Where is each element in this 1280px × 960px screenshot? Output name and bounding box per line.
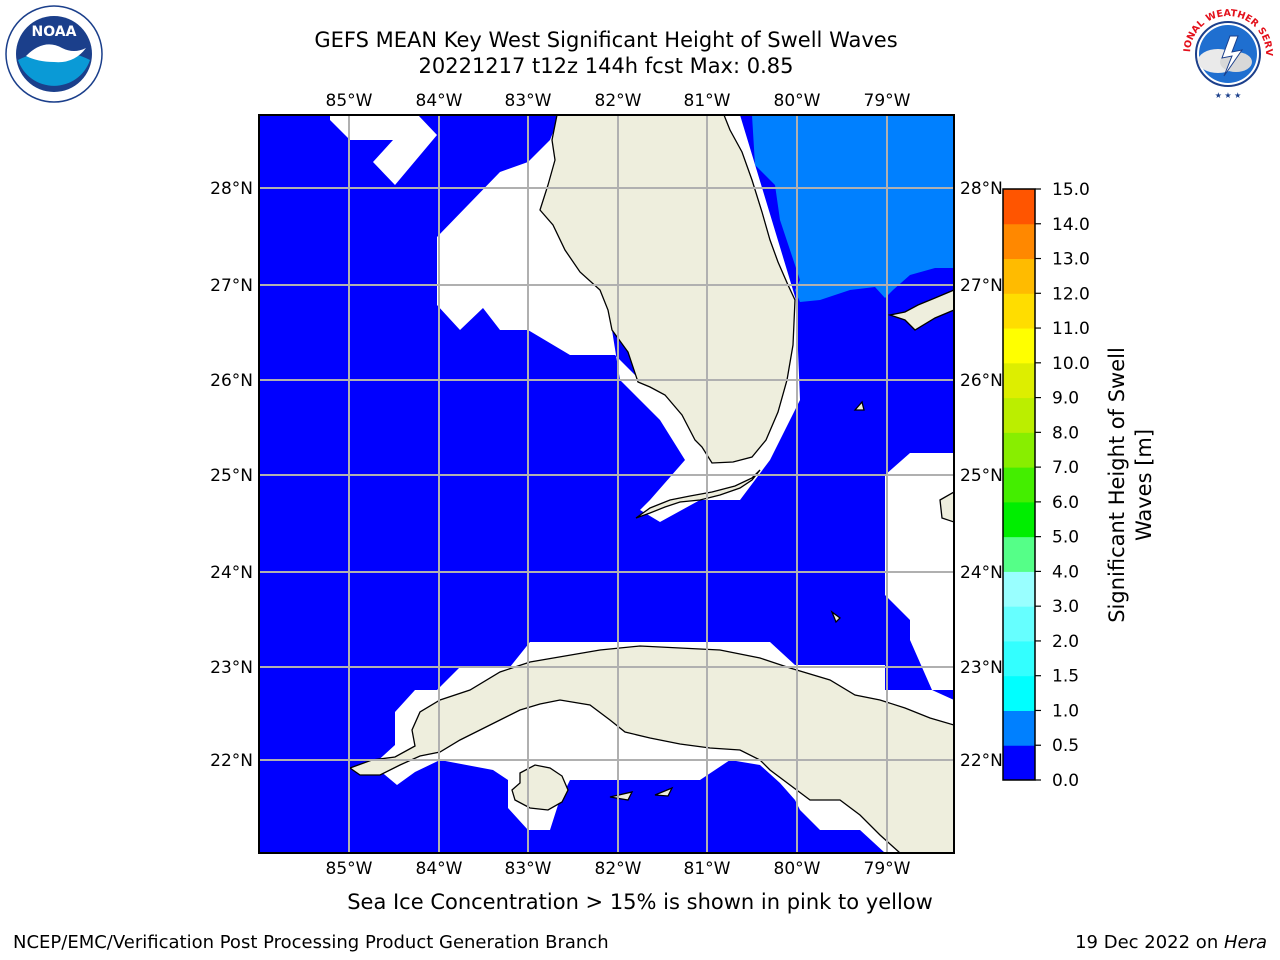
chart-subtitle: 20221217 t12z 144h fcst Max: 0.85 [418,54,794,78]
colorbar-tick-label: 1.5 [1052,667,1079,687]
colorbar-segment [1003,571,1035,607]
colorbar-tick-label: 8.0 [1052,423,1079,443]
colorbar-tick-label: 6.0 [1052,493,1079,513]
colorbar-segment [1003,467,1035,503]
footer-branch: NCEP/EMC/Verification Post Processing Pr… [13,932,609,953]
colorbar-segment [1003,223,1035,260]
land-areas [348,115,954,853]
colorbar-segment [1003,710,1035,746]
lat-label: 24°N [210,563,253,583]
lon-label: 84°W [416,859,463,879]
colorbar-segment [1003,293,1035,329]
colorbar-tick-label: 11.0 [1052,319,1090,339]
lat-label: 24°N [960,563,1003,583]
svg-text:★ ★ ★: ★ ★ ★ [1215,91,1242,100]
lon-label: 79°W [864,859,911,879]
lon-label: 82°W [595,859,642,879]
lat-label: 28°N [210,179,253,199]
sea-ice-caption: Sea Ice Concentration > 15% is shown in … [347,890,933,914]
lat-label: 25°N [960,466,1003,486]
colorbar-tick-label: 7.0 [1052,458,1079,478]
lat-label: 25°N [210,466,253,486]
lat-labels-right: 28°N 27°N 26°N 25°N 24°N 23°N 22°N [960,179,1003,771]
lon-label: 85°W [326,91,373,111]
colorbar-segment [1003,536,1035,572]
map-field [259,115,954,853]
lon-label: 81°W [684,91,731,111]
colorbar-segment [1003,258,1035,294]
colorbar-segment [1003,606,1035,642]
lon-label: 79°W [864,91,911,111]
lat-label: 22°N [960,751,1003,771]
colorbar-segment [1003,745,1035,781]
footer-host: Hera [1223,932,1267,953]
colorbar-segment [1003,328,1035,364]
lon-label: 84°W [416,91,463,111]
colorbar-label-line1: Significant Height of Swell [1105,347,1129,623]
lat-label: 26°N [210,371,253,391]
noaa-logo: NOAA [5,5,103,103]
colorbar-tick-label: 1.0 [1052,701,1079,721]
footer-date-text: 19 Dec 2022 on [1075,932,1224,953]
footer-date: 19 Dec 2022 on Hera [1075,932,1267,953]
colorbar-ticks: 15.0 14.0 13.0 12.0 11.0 10.0 9.0 8.0 7.0 6.0 5.0 4… [1035,180,1090,791]
swell-0p5-1m-area [752,115,954,302]
colorbar-segment [1003,397,1035,433]
colorbar-tick-label: 13.0 [1052,250,1090,270]
lon-label: 85°W [326,859,373,879]
lon-label: 83°W [505,859,552,879]
lon-label: 80°W [774,91,821,111]
lon-label: 80°W [774,859,821,879]
colorbar-segment [1003,640,1035,677]
lat-label: 26°N [960,371,1003,391]
colorbar-segment [1003,501,1035,538]
lon-label: 83°W [505,91,552,111]
colorbar-segment [1003,432,1035,468]
lon-labels-top: 85°W 84°W 83°W 82°W 81°W 80°W 79°W [326,91,911,111]
colorbar-tick-label: 10.0 [1052,354,1090,374]
colorbar-tick-label: 5.0 [1052,528,1079,548]
colorbar-tick-label: 2.0 [1052,632,1079,652]
colorbar-tick-label: 3.0 [1052,597,1079,617]
lat-label: 27°N [210,276,253,296]
lat-label: 27°N [960,276,1003,296]
lat-label: 23°N [210,658,253,678]
colorbar-frame [1002,188,1036,781]
colorbar-tick-label: 9.0 [1052,389,1079,409]
map-frame [258,114,955,854]
colorbar-segment [1003,675,1035,711]
colorbar-tick-label: 0.5 [1052,736,1079,756]
lon-label: 82°W [595,91,642,111]
lon-label: 81°W [684,859,731,879]
colorbar-label-line2: Waves [m] [1132,429,1156,541]
lat-label: 23°N [960,658,1003,678]
lat-label: 22°N [210,751,253,771]
colorbar-label: Significant Height of Swell Waves [m] [1105,347,1156,623]
colorbar [1002,188,1036,781]
colorbar-tick-label: 4.0 [1052,562,1079,582]
lat-labels-left: 28°N 27°N 26°N 25°N 24°N 23°N 22°N [210,179,253,771]
colorbar-segment [1003,362,1035,399]
lon-labels-bottom: 85°W 84°W 83°W 82°W 81°W 80°W 79°W [326,859,911,879]
graticule [259,115,954,853]
colorbar-tick-label: 12.0 [1052,284,1090,304]
colorbar-tick-label: 0.0 [1052,771,1079,791]
colorbar-tick-label: 14.0 [1052,215,1090,235]
colorbar-segment [1003,189,1035,225]
noaa-logo-text: NOAA [32,24,77,40]
chart-title: GEFS MEAN Key West Significant Height of… [314,28,898,52]
lat-label: 28°N [960,179,1003,199]
colorbar-tick-label: 15.0 [1052,180,1090,200]
nws-logo: NATIONAL WEATHER SERVICE ★ ★ ★ [1178,6,1274,100]
